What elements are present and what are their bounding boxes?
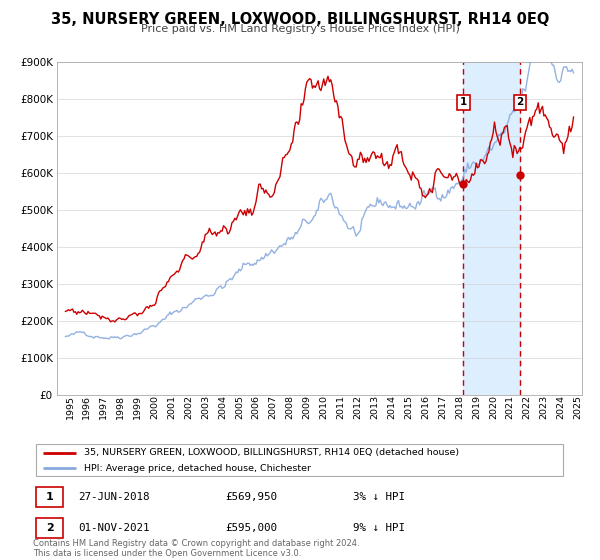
Text: 2003: 2003 [201,395,210,419]
Text: 1996: 1996 [82,395,91,419]
Text: 35, NURSERY GREEN, LOXWOOD, BILLINGSHURST, RH14 0EQ (detached house): 35, NURSERY GREEN, LOXWOOD, BILLINGSHURS… [83,448,459,457]
Text: £569,950: £569,950 [225,492,277,502]
Bar [463,62,520,395]
Text: Price paid vs. HM Land Registry's House Price Index (HPI): Price paid vs. HM Land Registry's House … [140,24,460,34]
Text: 2017: 2017 [438,395,447,419]
Text: 9% ↓ HPI: 9% ↓ HPI [353,522,404,533]
Text: 1997: 1997 [100,395,109,419]
FancyBboxPatch shape [35,444,563,477]
Text: 2015: 2015 [404,395,413,419]
Text: 27-JUN-2018: 27-JUN-2018 [78,492,150,502]
Text: 2019: 2019 [472,395,481,419]
Text: 1998: 1998 [116,395,125,419]
Text: 2018: 2018 [455,395,464,419]
Text: 2011: 2011 [337,395,346,419]
Text: 2002: 2002 [184,395,193,419]
Text: 2013: 2013 [370,395,379,419]
Text: 2012: 2012 [353,395,362,419]
Text: 01-NOV-2021: 01-NOV-2021 [78,522,150,533]
Text: 2004: 2004 [218,395,227,419]
Text: 2025: 2025 [574,395,583,419]
Text: 2008: 2008 [286,395,295,419]
Text: 2005: 2005 [235,395,244,419]
Text: 2: 2 [46,522,53,533]
Text: 2021: 2021 [506,395,515,419]
Text: 2010: 2010 [319,395,328,419]
Text: 2024: 2024 [557,395,566,419]
Text: 2: 2 [516,97,523,108]
FancyBboxPatch shape [35,518,64,538]
Text: 2014: 2014 [387,395,396,419]
Text: 2023: 2023 [539,395,548,419]
Text: 1995: 1995 [65,395,74,419]
Text: 1: 1 [460,97,467,108]
FancyBboxPatch shape [35,487,64,507]
Text: 2020: 2020 [489,395,498,419]
Text: 2000: 2000 [150,395,159,419]
Text: 2007: 2007 [269,395,278,419]
Text: 2022: 2022 [523,395,532,419]
Text: 1999: 1999 [133,395,142,419]
Text: 3% ↓ HPI: 3% ↓ HPI [353,492,404,502]
Text: Contains HM Land Registry data © Crown copyright and database right 2024.
This d: Contains HM Land Registry data © Crown c… [33,539,359,558]
Text: 35, NURSERY GREEN, LOXWOOD, BILLINGSHURST, RH14 0EQ: 35, NURSERY GREEN, LOXWOOD, BILLINGSHURS… [51,12,549,27]
Text: 1: 1 [46,492,53,502]
Text: 2006: 2006 [252,395,261,419]
Text: 2009: 2009 [302,395,311,419]
Text: 2001: 2001 [167,395,176,419]
Text: 2016: 2016 [421,395,430,419]
Text: £595,000: £595,000 [225,522,277,533]
Text: HPI: Average price, detached house, Chichester: HPI: Average price, detached house, Chic… [83,464,311,473]
